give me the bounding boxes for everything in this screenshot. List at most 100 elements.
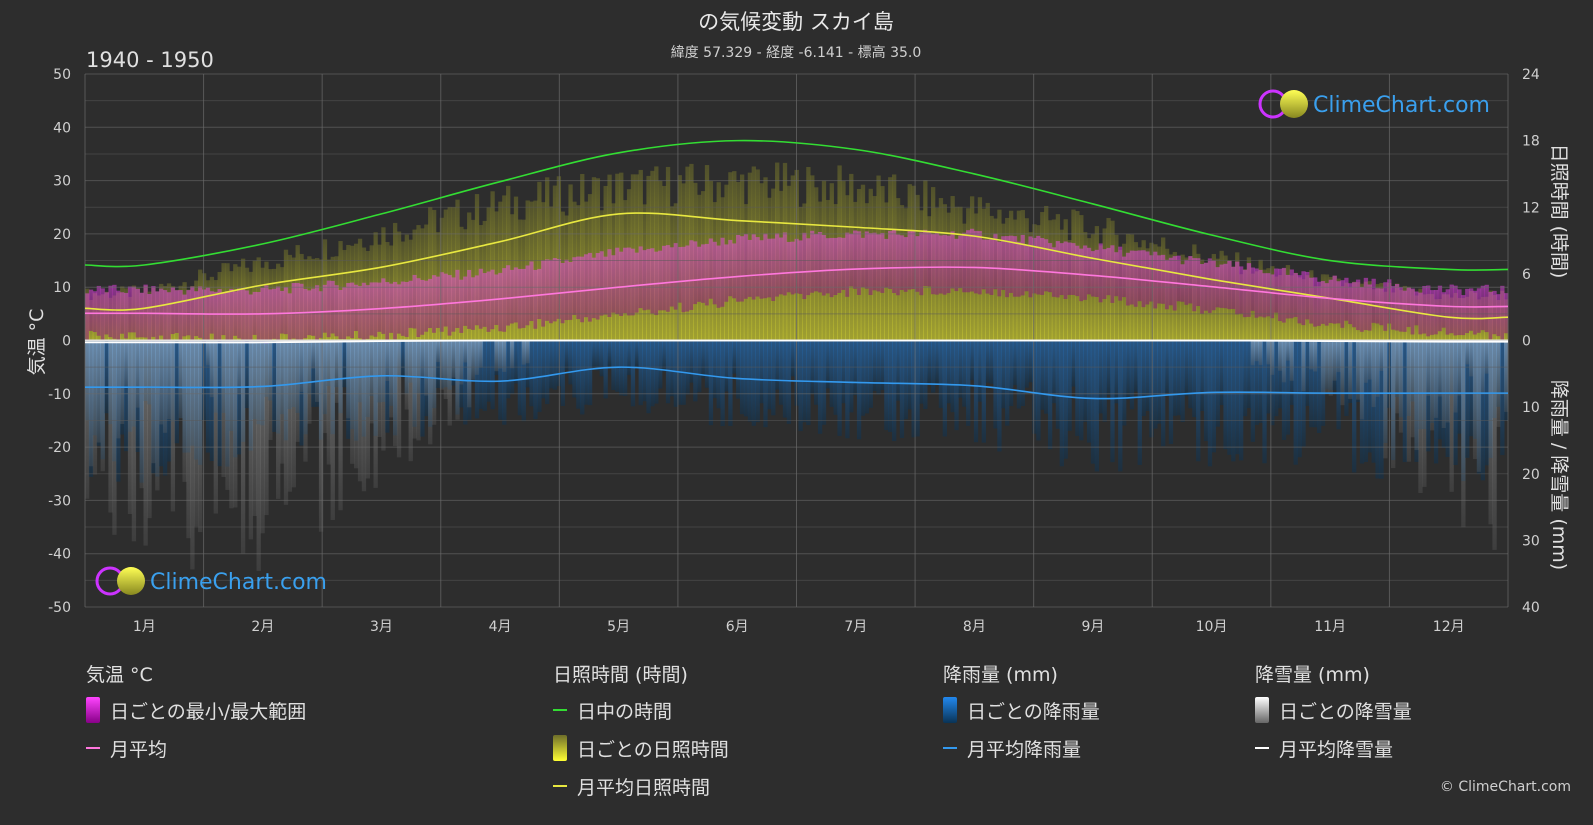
temperature-range-bar xyxy=(108,285,113,338)
y-tick-label-left: 10 xyxy=(53,280,71,296)
temperature-range-bar xyxy=(342,287,347,340)
snow-daily-bar xyxy=(283,340,289,505)
sunshine-daily-bar xyxy=(502,195,507,341)
rain-daily-bar xyxy=(474,340,480,419)
temperature-range-bar xyxy=(1028,236,1033,298)
temperature-range-bar xyxy=(1480,285,1486,331)
rain-daily-bar xyxy=(498,340,503,420)
rain-daily-bar xyxy=(1125,340,1131,400)
temperature-range-bar xyxy=(576,256,581,320)
rain-daily-bar xyxy=(907,340,912,410)
snow-daily-bar xyxy=(112,340,117,535)
snow-mean-swatch xyxy=(1255,747,1269,749)
snow-daily-bar xyxy=(182,340,187,482)
rain-daily-bar xyxy=(1270,340,1275,426)
temperature-range-bar xyxy=(1297,275,1302,324)
temperature-range-bar xyxy=(96,285,101,336)
rain-daily-bar xyxy=(1238,340,1244,461)
rain-daily-bar xyxy=(400,340,406,378)
legend-snow: 降雪量 (mm) 日ごとの降雪量 月平均降雪量 xyxy=(1255,660,1412,774)
snow-daily-bar xyxy=(392,340,398,447)
temperature-range-bar xyxy=(1164,259,1170,310)
snow-daily-bar xyxy=(1340,340,1345,406)
rain-daily-bar xyxy=(1044,340,1049,414)
rain-daily-bar xyxy=(1215,340,1220,427)
temperature-range-bar xyxy=(1024,244,1029,292)
rain-daily-bar xyxy=(1090,340,1096,464)
rain-daily-bar xyxy=(482,340,487,411)
rain-daily-bar xyxy=(611,340,616,391)
temperature-range-bar xyxy=(209,291,215,334)
temperature-range-bar xyxy=(724,244,729,302)
temperature-range-bar xyxy=(681,246,686,313)
temperature-range-bar xyxy=(833,237,838,296)
rain-daily-bar xyxy=(969,340,975,381)
snow-daily-bar xyxy=(365,340,370,479)
temperature-range-bar xyxy=(693,241,698,305)
temperature-range-bar xyxy=(1008,235,1014,293)
left-axis-label: 気温 °C xyxy=(26,309,48,376)
temperature-range-bar xyxy=(634,252,640,313)
sunshine-daily-bar xyxy=(537,181,542,341)
y-tick-label-left: -10 xyxy=(48,387,71,403)
rain-daily-bar xyxy=(1145,340,1150,411)
temperature-range-bar xyxy=(1090,251,1096,297)
snow-daily-bar xyxy=(190,340,195,570)
temperature-range-bar xyxy=(771,238,776,301)
rain-daily-bar xyxy=(669,340,675,397)
temperature-range-bar xyxy=(591,257,597,319)
rain-daily-bar xyxy=(205,340,211,453)
rain-daily-bar xyxy=(599,340,604,377)
rain-daily-bar xyxy=(615,340,620,392)
temperature-range-bar xyxy=(537,268,542,320)
temperature-range-bar xyxy=(529,261,534,322)
snow-daily-swatch xyxy=(1255,697,1269,723)
snow-daily-bar xyxy=(1367,340,1372,380)
snow-daily-bar xyxy=(229,340,234,509)
snow-daily-bar xyxy=(1457,340,1462,396)
temperature-range-bar xyxy=(1406,287,1411,327)
chart-subtitle: 緯度 57.329 - 経度 -6.141 - 標高 35.0 xyxy=(671,44,922,61)
rain-daily-bar xyxy=(763,340,768,428)
sunshine-daily-bar xyxy=(428,207,433,341)
rain-daily-bar xyxy=(856,340,862,440)
sunshine-daily-bar xyxy=(490,191,495,341)
y-tick-label-right-sunshine: 12 xyxy=(1522,200,1540,216)
temperature-range-bar xyxy=(1383,282,1388,331)
temperature-range-bar xyxy=(276,286,281,344)
snow-daily-bar xyxy=(1383,340,1388,459)
rain-daily-bar xyxy=(552,340,558,390)
snow-daily-bar xyxy=(143,340,148,546)
temperature-range-bar xyxy=(338,289,343,340)
snow-daily-bar xyxy=(1430,340,1435,431)
temperature-range-bar xyxy=(790,241,795,295)
temperature-range-bar xyxy=(1254,268,1259,318)
temperature-range-bar xyxy=(85,293,90,340)
temperature-range-bar xyxy=(1055,241,1061,298)
temperature-range-bar xyxy=(229,288,234,343)
rain-daily-bar xyxy=(1137,340,1142,465)
temperature-range-bar xyxy=(1067,242,1072,295)
temperature-range-bar xyxy=(950,231,955,289)
snow-daily-bar xyxy=(408,340,413,462)
legend-item: 日ごとの最小/最大範囲 xyxy=(86,697,306,723)
rain-daily-bar xyxy=(1024,340,1029,388)
rain-daily-bar xyxy=(1032,340,1037,434)
temperature-range-bar xyxy=(396,284,402,334)
rain-daily-bar xyxy=(174,340,179,444)
temperature-range-bar xyxy=(1414,291,1419,326)
legend-label: 月平均降雪量 xyxy=(1279,738,1394,761)
legend-item: 日ごとの降雨量 xyxy=(943,697,1100,723)
temperature-range-bar xyxy=(743,234,749,299)
temperature-range-bar xyxy=(778,237,784,295)
rain-daily-bar xyxy=(1277,340,1283,409)
snow-daily-bar xyxy=(198,340,203,533)
snow-daily-bar xyxy=(1484,340,1489,374)
temperature-range-bar xyxy=(420,279,425,335)
snow-daily-bar xyxy=(1465,340,1470,365)
temperature-range-bar xyxy=(767,238,772,298)
temperature-range-bar xyxy=(506,265,511,326)
rain-daily-bar xyxy=(587,340,593,406)
snow-daily-bar xyxy=(1394,340,1400,414)
temperature-range-bar xyxy=(993,233,998,290)
